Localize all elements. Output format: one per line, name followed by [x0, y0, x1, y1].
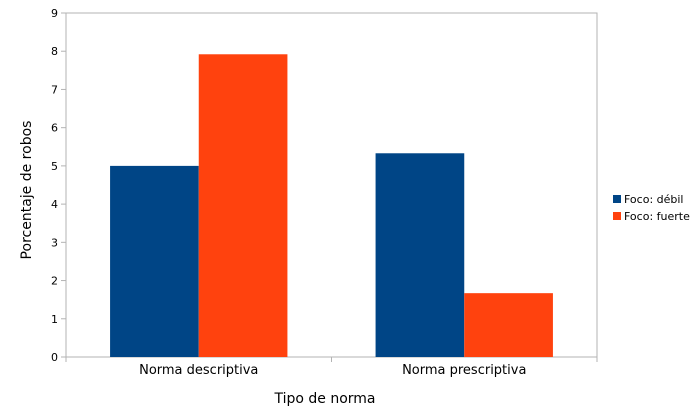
y-tick-label: 6 [51, 122, 58, 135]
legend-label: Foco: débil [624, 193, 684, 206]
axes-layer [61, 12, 598, 362]
y-tick-label: 2 [51, 275, 58, 288]
labels-layer: Tipo de norma Porcentaje de robos 0 1 2 3 4 5… [19, 7, 526, 407]
bar [375, 153, 465, 357]
y-tick-label: 1 [51, 313, 58, 326]
y-axis-title: Porcentaje de robos [19, 121, 35, 260]
legend-swatch [613, 212, 621, 220]
x-axis-title: Tipo de norma [273, 391, 375, 407]
x-tick-label: Norma prescriptiva [402, 363, 526, 378]
bar [464, 293, 553, 357]
bar [110, 165, 199, 357]
y-tick-label: 3 [51, 236, 58, 249]
bars-layer [110, 54, 553, 357]
y-tick-label: 0 [51, 351, 58, 364]
legend-label: Foco: fuerte [624, 210, 690, 223]
y-tick-label: 9 [51, 7, 58, 20]
bar [198, 54, 288, 357]
y-tick-label: 5 [51, 160, 58, 173]
x-tick-label: Norma descriptiva [139, 363, 258, 378]
legend-swatch [613, 195, 621, 203]
y-tick-label: 4 [51, 198, 58, 211]
y-tick-label: 7 [51, 83, 58, 96]
legend: Foco: débil Foco: fuerte [613, 193, 690, 223]
y-tick-label: 8 [51, 45, 58, 58]
